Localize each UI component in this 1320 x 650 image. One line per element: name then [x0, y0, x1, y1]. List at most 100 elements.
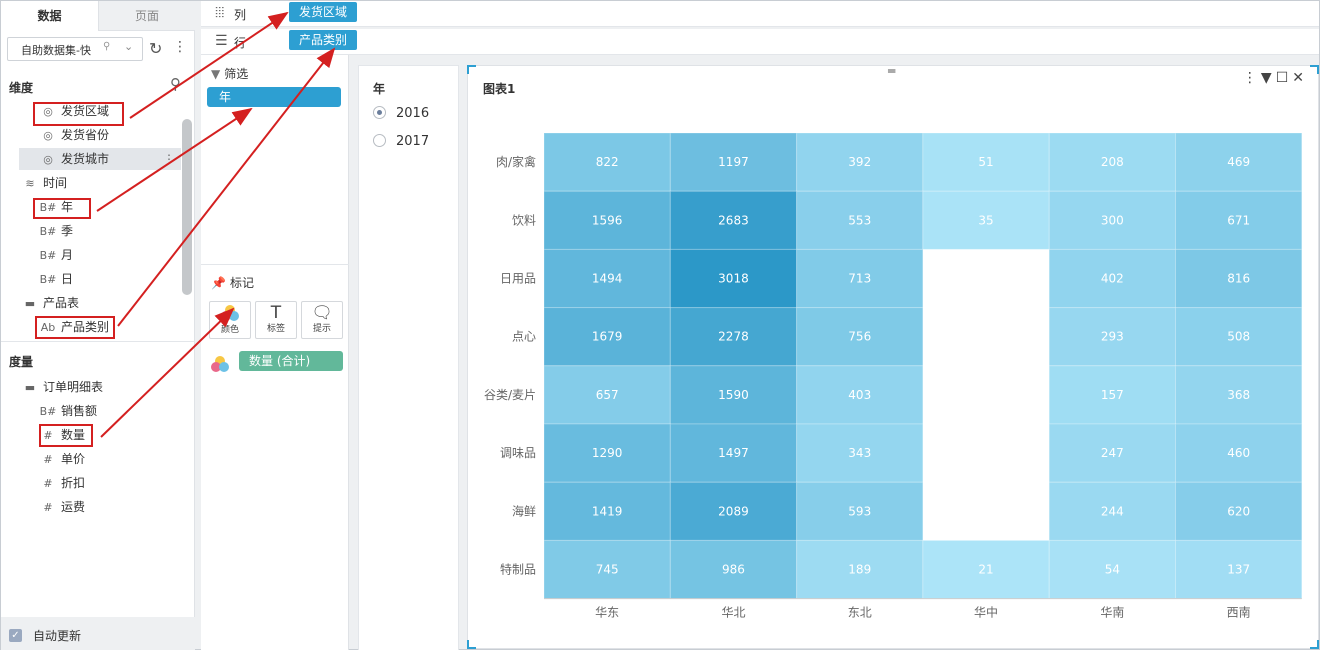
- dimension-item[interactable]: ◎ 发货城市 ⋮: [19, 148, 181, 170]
- highlight-box: [33, 102, 124, 126]
- more-icon[interactable]: ⋮: [1242, 70, 1261, 86]
- measure-item[interactable]: # 折扣: [39, 472, 85, 494]
- mark-tooltip-button[interactable]: 🗨 提示: [301, 301, 343, 339]
- heatmap-cell[interactable]: [1175, 248, 1303, 309]
- dimension-item[interactable]: B# 年: [39, 196, 73, 218]
- tab-page[interactable]: 页面: [98, 1, 195, 31]
- radio-2016[interactable]: 2016: [373, 106, 429, 121]
- resize-handle[interactable]: [1310, 640, 1319, 649]
- more-options-icon[interactable]: ⋮: [173, 39, 187, 55]
- heatmap-cell[interactable]: [1048, 307, 1177, 367]
- row-pill-category[interactable]: 产品类别: [289, 30, 358, 50]
- heatmap-cell[interactable]: [669, 307, 798, 367]
- heatmap-cell[interactable]: [543, 423, 671, 483]
- measure-item[interactable]: # 单价: [39, 448, 85, 470]
- heatmap-cell[interactable]: [1048, 539, 1177, 600]
- heatmap-cell[interactable]: [669, 539, 798, 600]
- heatmap-cell[interactable]: [669, 481, 798, 541]
- auto-update-checkbox[interactable]: ✓: [9, 629, 22, 642]
- tab-data[interactable]: 数据: [37, 9, 62, 23]
- heatmap-cell[interactable]: [1048, 481, 1177, 541]
- heatmap-cell[interactable]: [922, 249, 1050, 308]
- dimension-item[interactable]: B# 月: [39, 244, 73, 266]
- heatmap-cell[interactable]: [669, 132, 798, 192]
- heatmap-cell[interactable]: [796, 248, 924, 309]
- heatmap-cell[interactable]: [1048, 132, 1177, 192]
- radio-button[interactable]: [373, 134, 386, 147]
- year-filter-card: 年 2016 2017: [358, 65, 459, 650]
- heatmap-cell[interactable]: [543, 539, 671, 600]
- heatmap-cell[interactable]: [922, 307, 1050, 366]
- heatmap-cell[interactable]: [922, 132, 1050, 192]
- resize-handle[interactable]: [1310, 65, 1319, 74]
- heatmap-cell[interactable]: [543, 190, 671, 250]
- heatmap-cell[interactable]: [1175, 365, 1303, 425]
- mark-color-button[interactable]: 颜色: [209, 301, 251, 339]
- dataset-select[interactable]: 自助数据集-快 ⚲ ⌄: [7, 37, 143, 61]
- measure-pill-quantity[interactable]: 数量 (合计): [239, 351, 343, 371]
- text-field-icon: Ab: [40, 321, 56, 334]
- cell-value-label: 1679: [592, 330, 623, 344]
- dimension-item[interactable]: ▬ 产品表: [21, 292, 79, 314]
- heatmap-cell[interactable]: [543, 248, 671, 309]
- heatmap-cell[interactable]: [796, 539, 924, 600]
- cell-value-label: 293: [1101, 330, 1124, 344]
- radio-2017[interactable]: 2017: [373, 134, 429, 149]
- cell-value-label: 368: [1227, 388, 1250, 402]
- heatmap-cell[interactable]: [669, 365, 798, 425]
- chart-card[interactable]: ═ 图表1 ⋮▼☐✕ 822 1197 392 51 208 469 1596 2683 553…: [467, 64, 1319, 649]
- heatmap-cell[interactable]: [543, 481, 671, 541]
- resize-handle[interactable]: [467, 65, 476, 74]
- cell-value-label: 553: [848, 213, 871, 227]
- filter-icon[interactable]: ▼: [1260, 70, 1276, 86]
- measure-item[interactable]: ▬ 订单明细表: [21, 376, 103, 398]
- more-options-icon[interactable]: ⋮: [163, 152, 175, 166]
- resize-handle[interactable]: [467, 640, 476, 649]
- mark-label-button[interactable]: T 标签: [255, 301, 297, 339]
- heatmap-cell[interactable]: [922, 424, 1050, 483]
- field-search-icon[interactable]: ⚲: [170, 75, 181, 93]
- heatmap-cell[interactable]: [922, 482, 1050, 541]
- column-pill-region[interactable]: 发货区域: [289, 2, 358, 22]
- heatmap-cell[interactable]: [796, 307, 924, 367]
- heatmap-cell[interactable]: [669, 248, 798, 309]
- drag-handle-icon[interactable]: ═: [888, 64, 896, 78]
- heatmap-cell[interactable]: [669, 190, 798, 250]
- heatmap-cell[interactable]: [796, 481, 924, 541]
- search-icon: ⚲: [103, 41, 111, 52]
- dimension-item[interactable]: ◎ 发货省份: [39, 124, 109, 146]
- heatmap-cell[interactable]: [1175, 132, 1303, 192]
- maximize-icon[interactable]: ☐: [1275, 70, 1293, 86]
- heatmap-cell[interactable]: [1048, 365, 1177, 425]
- filter-pill-year[interactable]: 年: [207, 87, 341, 107]
- refresh-icon[interactable]: ↻: [149, 39, 163, 58]
- heatmap-cell[interactable]: [543, 365, 671, 425]
- y-tick-label: 调味品: [500, 446, 536, 460]
- heatmap-cell[interactable]: [922, 539, 1050, 600]
- close-icon[interactable]: ✕: [1292, 70, 1308, 86]
- measure-item[interactable]: B# 销售额: [39, 400, 97, 422]
- heatmap-cell[interactable]: [1175, 481, 1303, 541]
- heatmap-cell[interactable]: [1175, 423, 1303, 483]
- measure-item[interactable]: # 数量: [39, 424, 85, 446]
- x-tick-label: 东北: [848, 606, 872, 620]
- radio-button-selected[interactable]: [373, 106, 386, 119]
- dimension-item[interactable]: Ab 产品类别: [39, 316, 109, 338]
- heatmap-cell[interactable]: [922, 365, 1050, 424]
- dimension-item[interactable]: B# 季: [39, 220, 73, 242]
- heatmap-cell[interactable]: [796, 365, 924, 425]
- dimension-item[interactable]: B# 日: [39, 268, 73, 290]
- heatmap-cell[interactable]: [1048, 190, 1177, 250]
- scrollbar[interactable]: [182, 119, 192, 295]
- radio-label: 2016: [396, 106, 430, 121]
- column-shelf: ⦙⦙⦙ 列 发货区域: [201, 1, 1319, 27]
- heatmap-cell[interactable]: [796, 132, 924, 192]
- heatmap-cell[interactable]: [1175, 539, 1303, 600]
- heatmap-cell[interactable]: [796, 423, 924, 483]
- dimension-item[interactable]: ≋ 时间: [21, 172, 67, 194]
- heatmap-cell[interactable]: [543, 132, 671, 192]
- heatmap-cell[interactable]: [1048, 248, 1177, 309]
- heatmap-cell[interactable]: [1175, 190, 1303, 250]
- heatmap-cell[interactable]: [1048, 423, 1177, 483]
- measure-item[interactable]: # 运费: [39, 496, 85, 518]
